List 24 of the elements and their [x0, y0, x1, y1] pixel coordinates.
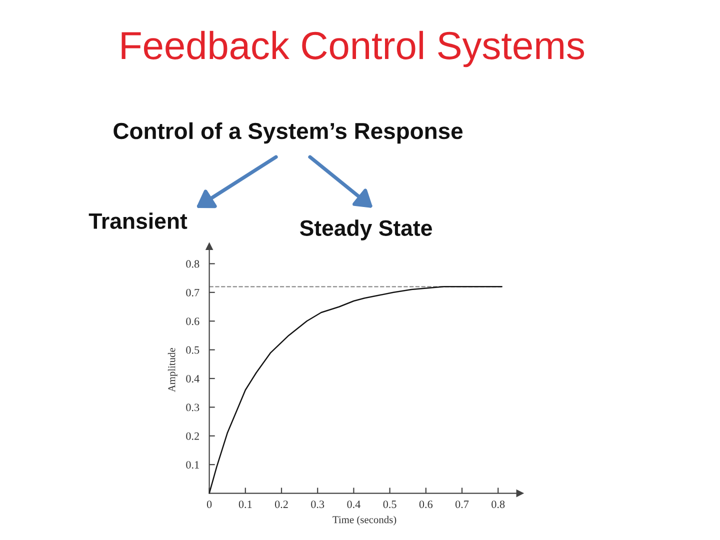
y-tick-label: 0.5 — [186, 346, 200, 354]
y-tick-label: 0.3 — [186, 404, 200, 412]
text: Transient — [88, 212, 188, 229]
chart-subtitle: Control of a System’s Response — [114, 122, 463, 144]
y-tick-label: 0.8 — [186, 260, 200, 268]
y-tick-label: 0.6 — [186, 318, 200, 326]
x-tick-label: 0.4 — [347, 500, 360, 508]
y-tick-label: 0.2 — [186, 432, 199, 440]
text: Steady State — [300, 220, 432, 240]
x-tick-label: 0.7 — [455, 500, 469, 508]
x-tick-label: 0.1 — [238, 500, 252, 508]
x-tick-label: 0.2 — [274, 500, 288, 508]
x-tick-label: 0.5 — [383, 500, 396, 508]
line-series — [209, 286, 502, 494]
y-tick-label: 0.1 — [186, 461, 199, 469]
x-tick-label: 0.3 — [311, 500, 324, 508]
y-tick-label: 0.7 — [186, 288, 200, 296]
y-axis-title: Amplitude — [168, 348, 178, 392]
chart-title: Feedback Control Systems — [122, 30, 584, 68]
x-tick-label: 0.6 — [419, 500, 433, 508]
x-tick-label: 0.8 — [492, 500, 505, 508]
x-tick-label: 0 — [206, 500, 212, 508]
x-axis-title: Time (seconds) — [332, 516, 396, 526]
y-tick-label: 0.4 — [186, 374, 200, 383]
